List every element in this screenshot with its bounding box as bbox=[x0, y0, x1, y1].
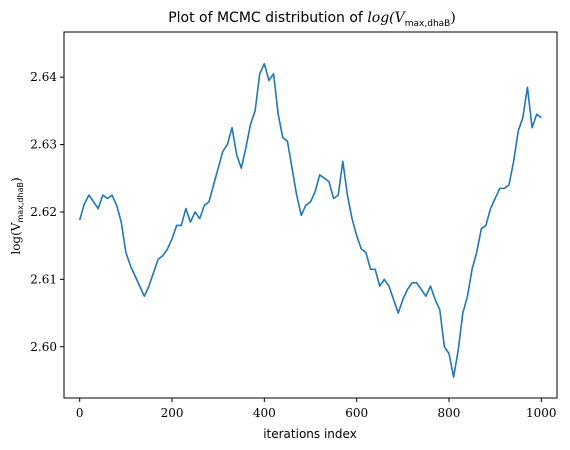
chart-title-subscript: max,dhaB bbox=[405, 19, 451, 29]
x-tick-label: 800 bbox=[438, 406, 461, 420]
y-tick-label: 2.60 bbox=[30, 340, 57, 354]
chart-title-math: log(V bbox=[367, 10, 406, 26]
x-tick-label: 200 bbox=[161, 406, 184, 420]
x-tick-label: 0 bbox=[76, 406, 84, 420]
y-tick-label: 2.62 bbox=[30, 205, 57, 219]
y-axis-label-suffix: ) bbox=[9, 177, 23, 182]
x-tick-label: 400 bbox=[253, 406, 276, 420]
plot-frame bbox=[63, 31, 558, 399]
x-tick-label: 600 bbox=[345, 406, 368, 420]
y-axis-label-main: log(V bbox=[9, 222, 23, 254]
x-axis-label: iterations index bbox=[263, 427, 357, 441]
x-tick-label: 1000 bbox=[526, 406, 557, 420]
mcmc-trace-line bbox=[78, 62, 542, 378]
x-axis: 0 200 400 600 800 1000 bbox=[76, 398, 557, 420]
y-tick-label: 2.64 bbox=[30, 70, 57, 84]
y-axis-label: log(Vmax,dhaB) bbox=[9, 177, 25, 254]
chart-title: Plot of MCMC distribution of log(Vmax,dh… bbox=[168, 10, 456, 29]
y-axis-label-subscript: max,dhaB bbox=[16, 182, 25, 223]
chart-title-prefix: Plot of MCMC distribution of bbox=[168, 10, 367, 26]
y-tick-label: 2.63 bbox=[30, 138, 57, 152]
chart-title-suffix: ) bbox=[450, 10, 455, 26]
y-axis: 2.60 2.61 2.62 2.63 2.64 bbox=[30, 70, 64, 354]
y-tick-label: 2.61 bbox=[30, 272, 57, 286]
